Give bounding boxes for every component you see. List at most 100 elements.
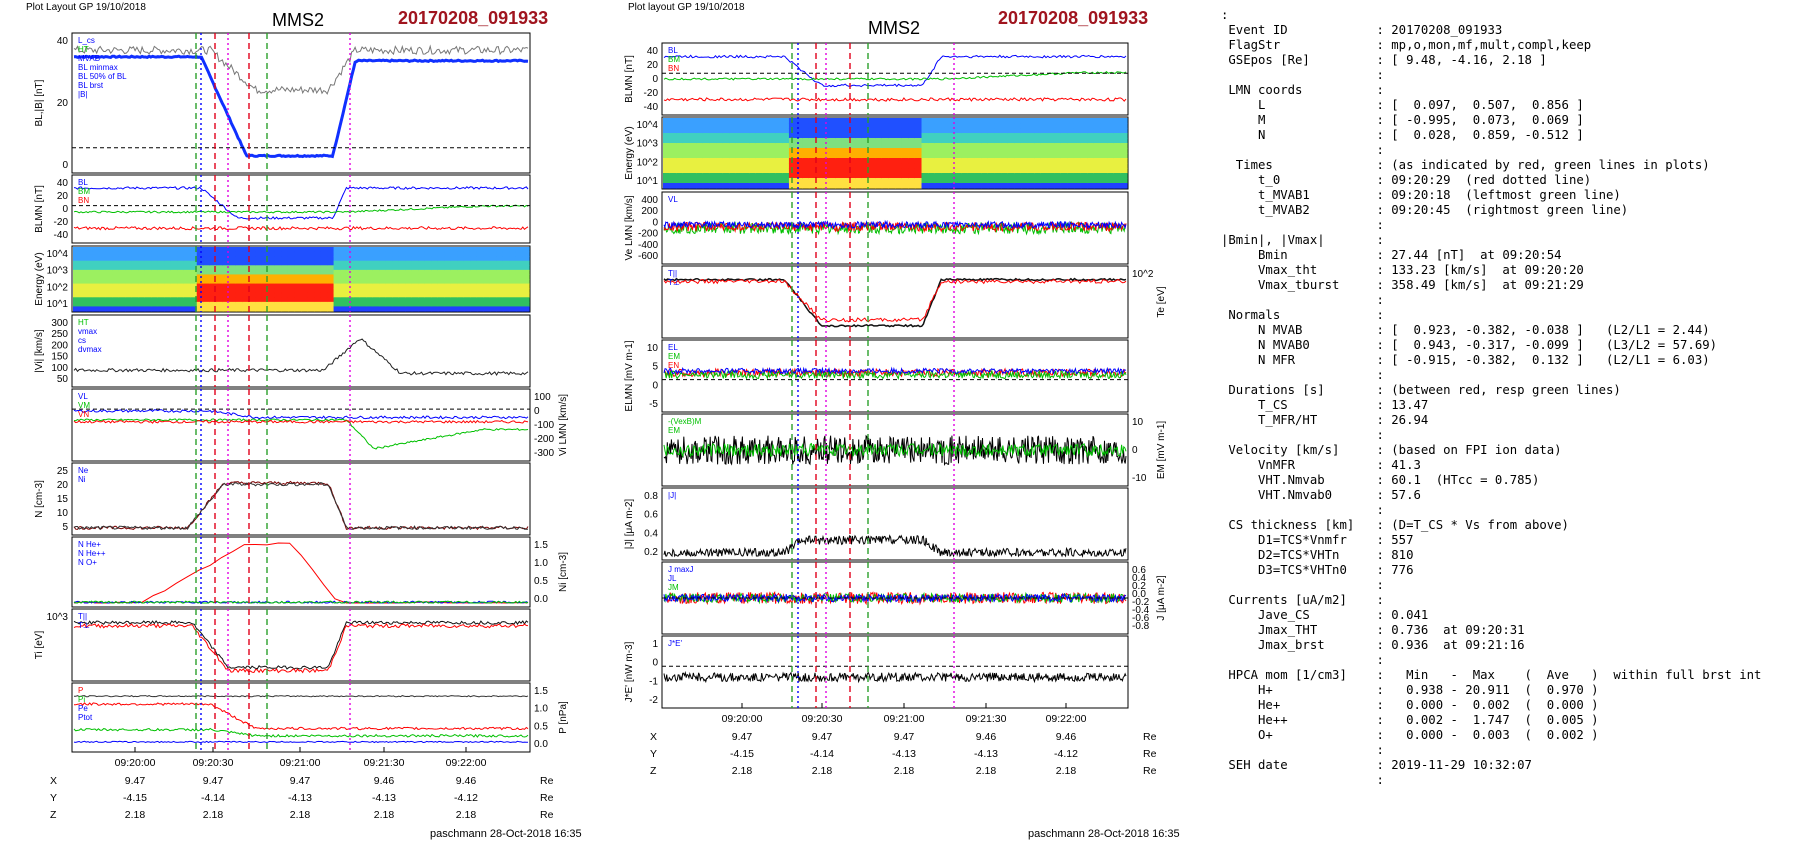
spectrogram-cell <box>868 168 876 174</box>
spectrogram-cell <box>450 297 458 303</box>
right-footer: paschmann 28-Oct-2018 16:35 <box>1028 828 1180 840</box>
summary-line: D1=TCS*Vnmfr : 557 <box>1221 533 1414 547</box>
spectrogram-cell <box>424 247 432 253</box>
spectrogram-cell <box>450 247 458 253</box>
spectrogram-cell <box>294 306 302 312</box>
spectrogram-cell <box>242 279 250 285</box>
spectrogram-cell <box>1120 128 1128 134</box>
spectrogram-cell <box>444 306 452 312</box>
spectrogram-cell <box>762 138 770 144</box>
spectrogram-cell <box>1001 173 1009 179</box>
summary-line: : <box>1221 428 1384 442</box>
spectrogram-cell <box>112 269 120 276</box>
spectrogram-cell <box>941 183 949 189</box>
spectrogram-cell <box>981 178 989 184</box>
spectrogram-cell <box>742 148 750 154</box>
spectrogram-cell <box>808 163 817 169</box>
spectrogram-cell <box>868 158 876 164</box>
spectrogram-cell <box>868 133 876 139</box>
series-line <box>73 740 528 744</box>
spectrogram-cell <box>437 251 445 257</box>
spectrogram-cell <box>762 143 770 149</box>
axis-tick-label: 400 <box>641 195 658 206</box>
spectrogram-cell <box>496 260 504 266</box>
spectrogram-cell <box>948 153 956 159</box>
spectrogram-cell <box>307 269 315 276</box>
summary-line: Currents [uA/m2] : <box>1221 593 1384 607</box>
spectrogram-cell <box>901 173 909 179</box>
spectrogram-cell <box>105 265 113 271</box>
axis-tick-label: -200 <box>638 229 658 240</box>
spectrogram-cell <box>1093 163 1102 169</box>
spectrogram-cell <box>333 247 341 253</box>
spectrogram-cell <box>418 269 426 276</box>
spectrogram-cell <box>1027 183 1035 189</box>
spectrogram-cell <box>1040 178 1049 184</box>
spectrogram-cell <box>881 178 889 184</box>
spectrogram-cell <box>242 269 250 276</box>
spectrogram-cell <box>431 297 439 303</box>
spectrogram-cell <box>735 173 744 179</box>
spectrogram-cell <box>921 148 929 154</box>
spectrogram-cell <box>379 306 387 312</box>
spectrogram-cell <box>86 260 94 266</box>
spectrogram-cell <box>994 168 1002 174</box>
spectrogram-cell <box>1080 183 1088 189</box>
spectrogram-cell <box>676 173 684 179</box>
spectrogram-cell <box>125 301 133 308</box>
legend-entry: VM <box>78 401 90 410</box>
spectrogram-cell <box>392 251 400 257</box>
legend-entry: dvmax <box>78 345 102 354</box>
right-panel-em: 100-10 EM [mV m-1]-(VexB)MEM <box>661 413 1167 487</box>
spectrogram-cell <box>1001 128 1009 134</box>
spectrogram-cell <box>875 168 883 174</box>
spectrogram-cell <box>749 143 757 149</box>
spectrogram-cell <box>327 265 335 271</box>
spectrogram-cell <box>1093 183 1102 189</box>
spectrogram-cell <box>86 251 94 257</box>
spectrogram-cell <box>483 279 491 285</box>
spectrogram-cell <box>118 274 126 280</box>
spectrogram-cell <box>235 288 243 294</box>
spectrogram-cell <box>928 118 936 124</box>
spectrogram-cell <box>379 274 387 280</box>
spectrogram-cell <box>1054 163 1062 169</box>
legend-entry: BL <box>78 178 88 187</box>
spectrogram-cell <box>92 283 100 289</box>
spectrogram-cell <box>463 247 471 253</box>
spectrogram-cell <box>1087 148 1095 154</box>
spectrogram-cell <box>1080 153 1088 159</box>
spectrogram-cell <box>961 163 969 169</box>
spectrogram-cell <box>1093 158 1102 164</box>
spectrogram-cell <box>1020 133 1029 139</box>
spectrogram-cell <box>954 143 962 149</box>
spectrogram-cell <box>1040 133 1049 139</box>
spectrogram-cell <box>782 118 790 124</box>
spectrogram-cell <box>196 247 204 253</box>
spectrogram-cell <box>967 148 976 154</box>
spectrogram-cell <box>1120 133 1128 139</box>
spectrogram-cell <box>749 123 757 129</box>
spectrogram-cell <box>105 297 113 303</box>
spectrogram-cell <box>682 158 691 164</box>
spectrogram-cell <box>320 274 328 280</box>
spectrogram-cell <box>828 118 836 124</box>
spectrogram-cell <box>294 279 302 285</box>
summary-line: N : [ 0.028, 0.859, -0.512 ] <box>1221 128 1584 142</box>
spectrogram-cell <box>702 123 710 129</box>
spectrogram-cell <box>676 138 684 144</box>
spectrogram-cell <box>895 133 903 139</box>
spectrogram-cell <box>281 247 289 253</box>
spectrogram-cell <box>1007 158 1015 164</box>
spectrogram-cell <box>92 301 100 308</box>
spectrogram-cell <box>261 306 270 312</box>
spectrogram-cell <box>183 301 191 308</box>
spectrogram-cell <box>489 288 498 294</box>
spectrogram-cell <box>716 163 724 169</box>
spectrogram-cell <box>987 163 996 169</box>
spectrogram-cell <box>828 153 836 159</box>
spectrogram-cell <box>835 168 843 174</box>
left-orbit-table: X 9.47 9.47 9.47 9.46 9.46 ReY -4.15 -4.14 -4.13-… <box>50 775 554 821</box>
